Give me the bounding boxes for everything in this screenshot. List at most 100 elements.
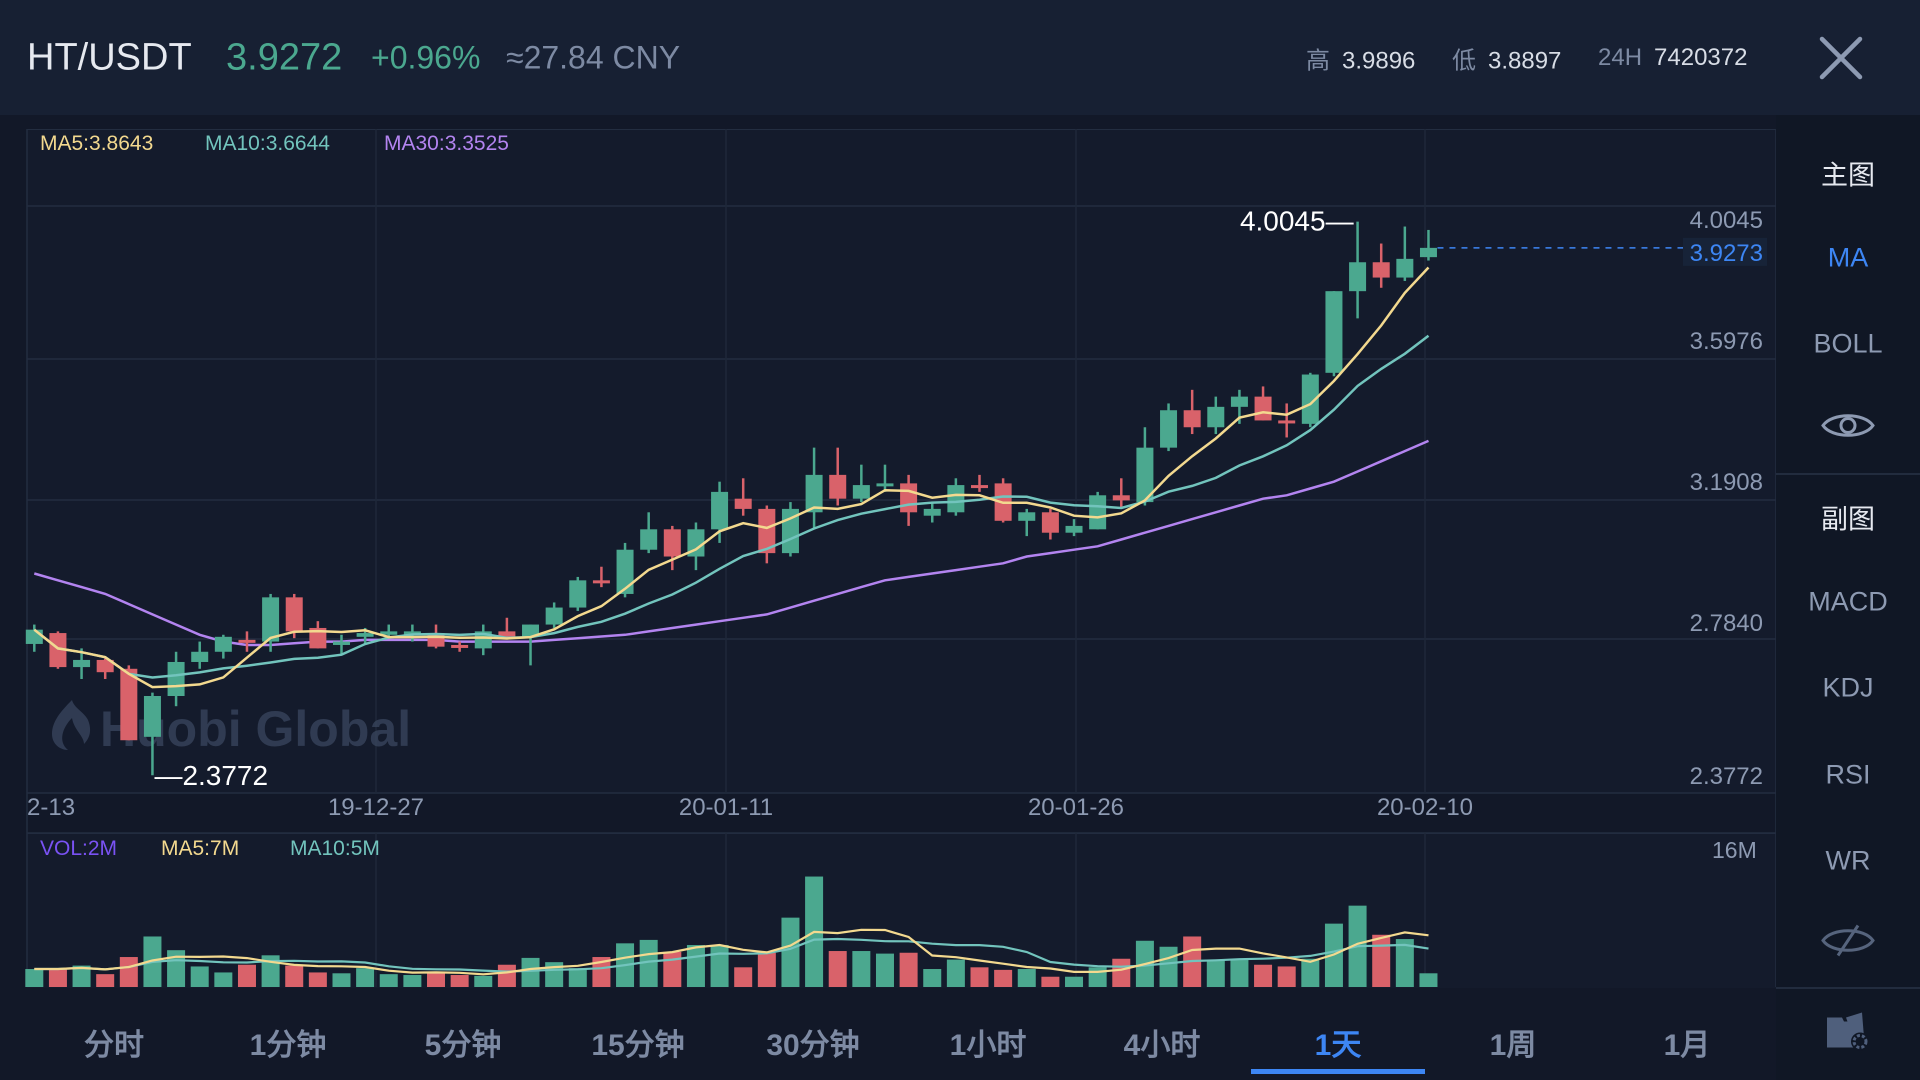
candle-body (1325, 291, 1343, 373)
date-axis-label: 20-02-10 (1377, 794, 1473, 821)
volume-bar (970, 967, 989, 987)
tab-time-sharing[interactable]: 分时 (84, 1029, 144, 1062)
price-axis-label: 3.5976 (1690, 328, 1763, 355)
main-chart-title: 主图 (1821, 160, 1875, 191)
volume-bar (96, 974, 115, 987)
ma5-line (33, 266, 1430, 689)
pair-name: HT/USDT (27, 36, 192, 79)
ma30-line (33, 439, 1429, 647)
volume-bar (25, 969, 44, 987)
hide-sub-indicator-button[interactable] (1776, 923, 1920, 966)
indicator-macd[interactable]: MACD (1808, 586, 1888, 617)
candle-body (711, 491, 729, 530)
tab-5min[interactable]: 5分钟 (424, 1029, 502, 1062)
date-axis-label: 20-01-26 (1028, 794, 1124, 821)
price-axis-label: 2.7840 (1690, 610, 1763, 637)
ticker-header: HT/USDT 3.9272 +0.96% ≈27.84 CNY 高 3.9896… (0, 0, 1920, 115)
volume-bars (25, 876, 1438, 987)
volume-bar (1372, 934, 1391, 987)
volume-bar (1395, 939, 1414, 987)
close-icon[interactable] (1818, 35, 1864, 81)
eye-slash-icon (1821, 924, 1875, 957)
volume-bar (781, 917, 800, 987)
candle-body (734, 498, 752, 509)
volume-bar (450, 975, 469, 987)
volume-bar (663, 951, 682, 987)
interval-tabs: 分时 1分钟 5分钟 15分钟 30分钟 1小时 4小时 1天 1周 1月 (0, 988, 1776, 1080)
candle-body (451, 644, 469, 648)
date-axis-label: 20-01-11 (679, 794, 773, 821)
ma-lines (33, 266, 1430, 689)
volume-bar (757, 952, 776, 987)
candle-body (120, 668, 138, 741)
candle-body (876, 483, 894, 487)
indicator-boll[interactable]: BOLL (1813, 328, 1883, 359)
tab-1day[interactable]: 1天 (1314, 1029, 1362, 1062)
candle-body (498, 631, 516, 637)
volume-bar (497, 964, 516, 987)
tab-1month[interactable]: 1月 (1663, 1029, 1711, 1062)
tab-1hour[interactable]: 1小时 (949, 1029, 1027, 1062)
volume-bar (308, 972, 327, 987)
kline-chart[interactable]: Huobi Global 4.00453.59763.19082.78402.3… (0, 0, 1776, 1080)
candle-body (49, 633, 67, 668)
price-change: +0.96% (371, 39, 481, 76)
cny-price: ≈27.84 CNY (506, 39, 681, 76)
indicator-rsi[interactable]: RSI (1825, 759, 1871, 790)
volume-ma-lines (34, 928, 1429, 976)
candle-body (545, 607, 563, 625)
low-label: 低 (1452, 47, 1476, 75)
volume-bar (190, 966, 209, 987)
volume-24h-stat: 24H 7420372 (1598, 44, 1747, 72)
candle-body (616, 549, 634, 594)
chart-settings-button[interactable] (1776, 1010, 1920, 1061)
candle-body (380, 631, 398, 635)
volume-bar (1301, 958, 1320, 987)
high-label: 高 (1306, 47, 1330, 75)
volume-bar (1041, 976, 1060, 987)
low-stat: 低 3.8897 (1452, 41, 1561, 76)
indicator-ma[interactable]: MA (1827, 242, 1869, 273)
candle-body (285, 597, 303, 632)
candle-body (1136, 447, 1154, 503)
tab-1min[interactable]: 1分钟 (249, 1029, 327, 1062)
volume-bar (1159, 946, 1178, 987)
candle-body (663, 529, 681, 557)
candlestick-pane[interactable] (27, 129, 1776, 793)
candle-body (1396, 258, 1414, 278)
volume-bar (994, 969, 1013, 987)
show-main-indicator-button[interactable] (1776, 409, 1920, 450)
indicator-wr[interactable]: WR (1825, 845, 1871, 876)
candle-body (73, 659, 91, 668)
candle-body (1160, 410, 1178, 448)
candle-body (356, 633, 374, 637)
volume-bar (734, 967, 753, 987)
active-tab-indicator (1251, 1069, 1425, 1074)
volume-bar (1206, 960, 1225, 987)
current-price-label: 3.9273 (1690, 240, 1763, 267)
volume-bar (1065, 976, 1084, 987)
volume-bar (1230, 958, 1249, 987)
volume-bar (237, 964, 256, 987)
current-price-tag (1683, 237, 1767, 266)
indicator-kdj[interactable]: KDJ (1822, 672, 1874, 703)
vol-ma10-legend: MA10:5M (290, 837, 380, 860)
candle-body (592, 580, 610, 584)
watermark-flame-icon (52, 700, 91, 750)
tab-1week[interactable]: 1周 (1489, 1029, 1537, 1062)
volume-bar (568, 968, 587, 987)
volume-bar (852, 951, 871, 987)
candle-body (403, 631, 421, 635)
tab-4hour[interactable]: 4小时 (1123, 1029, 1201, 1062)
candle-body (1349, 262, 1367, 292)
volume-bar (710, 945, 729, 987)
tab-15min[interactable]: 15分钟 (591, 1029, 685, 1062)
volume-bar (946, 959, 965, 987)
ma30-legend: MA30:3.3525 (384, 132, 509, 155)
candle-body (829, 474, 847, 499)
candle-body (1065, 525, 1083, 533)
tab-30min[interactable]: 30分钟 (766, 1029, 860, 1062)
candle-body (1301, 374, 1319, 424)
candle-body (167, 661, 185, 697)
candle-body (332, 641, 350, 645)
